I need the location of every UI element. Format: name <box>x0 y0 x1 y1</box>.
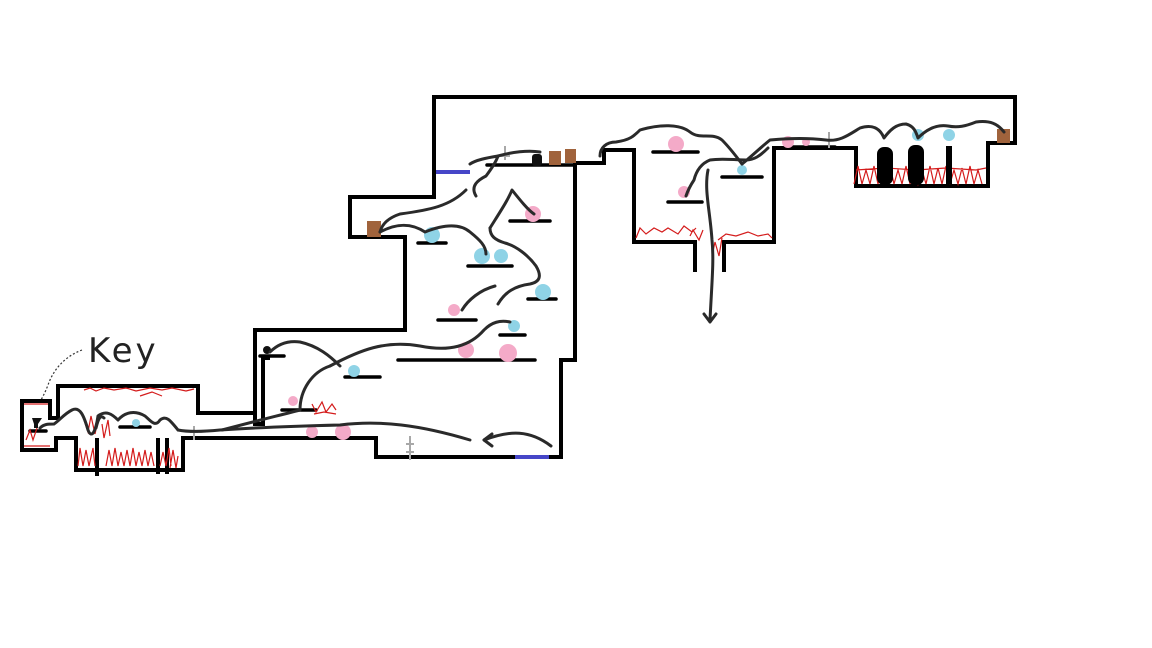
key-icon <box>32 418 42 428</box>
crates <box>367 129 1010 237</box>
wall-left-chamber <box>20 399 52 452</box>
spike-hazard-icon <box>24 403 50 447</box>
spike-hazard-icon <box>83 387 195 397</box>
crate-icon <box>367 221 381 237</box>
spike-hazards <box>24 165 987 469</box>
orb-icon <box>335 424 351 440</box>
orb-icon <box>943 129 955 141</box>
spike-hazard-icon <box>77 447 179 469</box>
orb-icon <box>288 396 298 406</box>
orb-icon <box>132 419 140 427</box>
orb-icon <box>494 249 508 263</box>
crate-icon <box>997 129 1010 143</box>
pillars <box>263 145 952 354</box>
lever-icon <box>406 436 414 460</box>
crate-icon <box>565 149 576 163</box>
spike-hazard-icon <box>635 225 773 257</box>
orb-icon <box>474 248 490 264</box>
pot-icon <box>532 154 542 166</box>
orb-icon <box>499 344 517 362</box>
orb-icon <box>448 304 460 316</box>
orb-icon <box>668 136 684 152</box>
pillar <box>908 145 924 185</box>
doors <box>436 170 549 459</box>
orb-icon <box>535 284 551 300</box>
pillar <box>946 146 952 184</box>
spike-hazard-icon <box>311 400 337 415</box>
orb-icon <box>306 426 318 438</box>
orb-icon <box>737 165 747 175</box>
key-label: Key <box>88 331 159 371</box>
route-path <box>38 120 1006 448</box>
pillar <box>877 147 893 185</box>
orb-icon <box>348 365 360 377</box>
key-pointer-line <box>39 349 83 403</box>
crate-icon <box>549 151 561 165</box>
